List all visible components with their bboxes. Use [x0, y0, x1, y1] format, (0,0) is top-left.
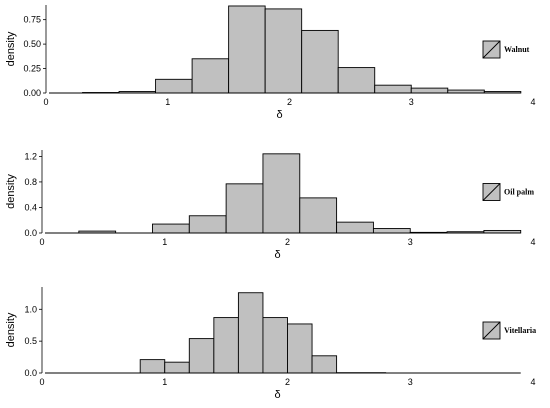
histogram-bar [188, 215, 227, 234]
histogram-bar [164, 361, 190, 374]
x-tick-label: 2 [287, 97, 292, 107]
x-axis-title: δ [274, 389, 280, 401]
x-axis-title: δ [274, 249, 280, 261]
histogram-bar [372, 228, 411, 234]
histogram-bar [139, 359, 166, 374]
histogram-bar [301, 29, 339, 94]
histogram-bar [225, 183, 264, 234]
histogram-bar [264, 8, 303, 94]
histogram-bar [191, 58, 230, 94]
histogram-bar [299, 197, 338, 234]
histogram-bar [374, 84, 412, 94]
x-tick-label: 0 [43, 97, 48, 107]
x-tick-label: 4 [530, 97, 535, 107]
chart-panel-1: 0.00 0.25 0.50 0.75 0 1 2 3 4 δ density Walnut [5, 5, 536, 121]
legend-label: Oil palm [504, 188, 534, 197]
x-tick-label: 4 [530, 237, 535, 247]
y-tick-label: 1.0 [24, 304, 37, 314]
histogram-bar [188, 338, 215, 374]
y-tick-label: 0.50 [23, 39, 41, 49]
legend-swatch-diagonal [482, 183, 501, 201]
histogram-bar [311, 355, 338, 374]
x-tick-label: 0 [39, 377, 44, 387]
y-tick-label: 0.0 [24, 228, 37, 238]
histogram-bar [262, 153, 301, 234]
x-tick-label: 0 [39, 237, 44, 247]
x-tick-label: 3 [408, 237, 413, 247]
histogram-bar [337, 67, 376, 94]
chart-panel-2: 0.0 0.4 0.8 1.2 0 1 2 3 4 δ density Oil palm [5, 150, 536, 261]
histogram-bar [410, 87, 449, 94]
histogram-bar [152, 223, 190, 234]
legend-entry: Vitellaria [482, 321, 536, 340]
histogram-bar [155, 78, 193, 94]
y-tick-label: 0.75 [23, 15, 41, 25]
legend-swatch-diagonal [482, 40, 501, 59]
histogram-bar [228, 5, 266, 94]
y-tick-label: 0.25 [23, 64, 41, 74]
x-tick-label: 1 [162, 237, 167, 247]
y-tick-label: 0.5 [24, 336, 37, 346]
x-axis-title: δ [276, 109, 282, 121]
y-tick-label: 0.4 [24, 202, 37, 212]
x-tick-label: 3 [408, 377, 413, 387]
x-tick-label: 1 [165, 97, 170, 107]
legend-entry: Walnut [482, 40, 530, 59]
histogram-bar [287, 323, 313, 374]
x-tick-label: 3 [409, 97, 414, 107]
y-axis-title: density [5, 31, 17, 66]
y-tick-label: 1.2 [24, 151, 37, 161]
y-tick-label: 0.0 [24, 368, 37, 378]
legend-swatch-diagonal [482, 321, 501, 340]
histogram-bar [237, 292, 264, 374]
x-tick-label: 2 [285, 377, 290, 387]
y-tick-label: 0.8 [24, 177, 37, 187]
x-tick-label: 4 [530, 377, 535, 387]
y-tick-label: 0.00 [23, 88, 41, 98]
legend-label: Vitellaria [504, 326, 536, 335]
y-axis-title: density [5, 312, 17, 347]
histogram-bar [213, 317, 239, 374]
y-axis-title: density [5, 174, 17, 209]
chart-panel-3: 0.0 0.5 1.0 0 1 2 3 4 δ density Vitellaria [5, 287, 536, 401]
legend-label: Walnut [504, 45, 530, 54]
x-tick-label: 2 [285, 237, 290, 247]
legend-entry: Oil palm [482, 183, 534, 201]
histogram-bar [336, 221, 374, 234]
histogram-bar [262, 317, 288, 374]
x-tick-label: 1 [162, 377, 167, 387]
